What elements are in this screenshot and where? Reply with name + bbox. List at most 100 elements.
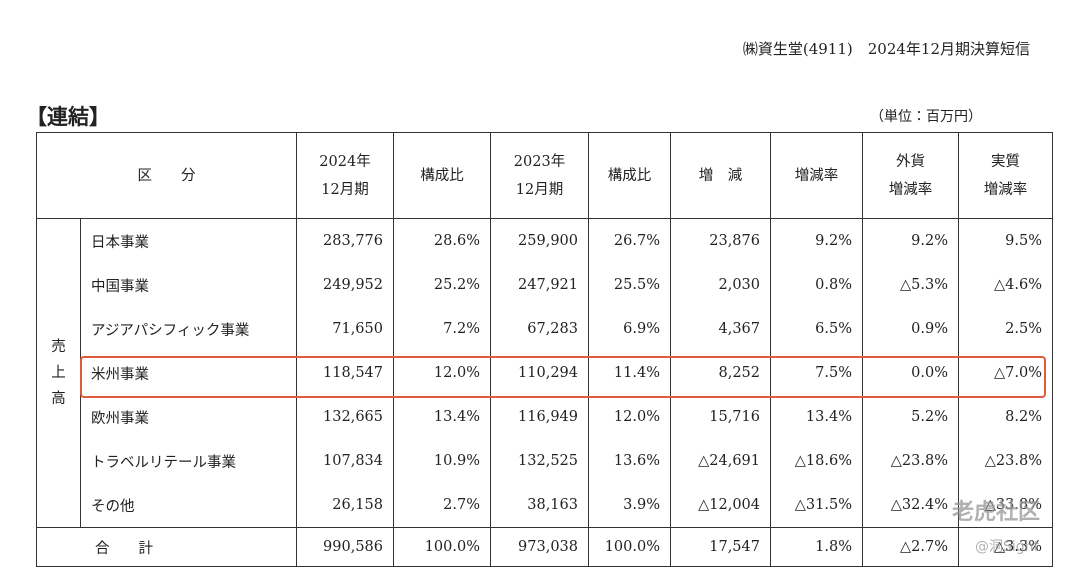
header-text: 構成比 [420,167,464,184]
watermark: @洞Sight [975,539,1040,555]
cell: 0.9% [862,307,959,351]
cell: △7.0% [958,351,1053,395]
cell: △4.6% [958,263,1053,307]
cell: △32.4% [862,483,959,528]
cell: 2.7% [393,483,491,528]
header-cell: 2024年 12月期 [296,132,394,219]
cell: 2.5% [958,307,1053,351]
cell: △33.8% [958,483,1053,528]
cell: 13.6% [588,439,671,483]
header-text: 増減率 [888,181,933,198]
cell: 8.2% [958,395,1053,439]
cell: 100.0% [393,527,491,567]
row-label: 欧州事業 [80,395,297,439]
cell: 13.4% [770,395,863,439]
cell: 10.9% [393,439,491,483]
cell: 71,650 [296,307,394,351]
cell: △5.3% [862,263,959,307]
data-row: 中国事業 249,952 25.2% 247,921 25.5% 2,030 0.8% △5.… [37,263,1053,307]
cell: 28.6% [393,218,491,263]
cell: 26,158 [296,483,394,528]
cell: △12,004 [670,483,771,528]
group-char: 上 [51,365,66,381]
header-cell: 区 分 [36,132,297,219]
cell: 3.9% [588,483,671,528]
cell: 23,876 [670,218,771,263]
header-cell: 増減率 [770,132,863,219]
data-row: 欧州事業 132,665 13.4% 116,949 12.0% 15,716 13.4% 5… [37,395,1053,439]
cell: 100.0% [588,527,671,567]
cell: 0.8% [770,263,863,307]
cell: △31.5% [770,483,863,528]
row-label: 中国事業 [80,263,297,307]
data-row: その他 26,158 2.7% 38,163 3.9% △12,004 △31.5% △32.… [37,483,1053,528]
cell: 8,252 [670,351,771,395]
cell: △23.8% [862,439,959,483]
highlight-box [80,356,1046,398]
data-row: 米州事業 118,547 12.0% 110,294 11.4% 8,252 7.5% 0.0… [37,351,1053,395]
cell: 1.8% [770,527,863,567]
total-label: 合 計 [36,527,297,567]
cell: 5.2% [862,395,959,439]
cell: 25.2% [393,263,491,307]
company-header: ㈱資生堂(4911) 2024年12月期決算短信 [742,40,1030,58]
row-label: トラベルリテール事業 [80,439,297,483]
watermark: 老虎社区 [952,500,1041,525]
cell: 9.2% [862,218,959,263]
header-text: 2024年 [319,153,371,170]
group-char: 売 [51,339,66,355]
group-char: 高 [51,391,66,407]
cell: 973,038 [490,527,589,567]
cell: 110,294 [490,351,589,395]
header-text: 実質 [991,153,1020,170]
header-text: 外貨 [896,153,925,170]
total-row: 合 計 990,586 100.0% 973,038 100.0% 17,547 1.8% △… [36,527,1053,567]
cell: 2,030 [670,263,771,307]
cell: 26.7% [588,218,671,263]
header-text: 区 分 [137,167,196,184]
cell: △3.3% [958,527,1053,567]
cell: 38,163 [490,483,589,528]
cell: 990,586 [296,527,394,567]
cell: 17,547 [670,527,771,567]
header-cell: 実質 増減率 [958,132,1053,219]
cell: △2.7% [862,527,959,567]
data-row: トラベルリテール事業 107,834 10.9% 132,525 13.6% △24,69… [37,439,1053,483]
cell: △18.6% [770,439,863,483]
cell: 7.5% [770,351,863,395]
row-label: アジアパシフィック事業 [80,307,297,351]
header-text: 2023年 [513,153,566,170]
row-label: 米州事業 [80,351,297,395]
cell: 118,547 [296,351,394,395]
cell: 13.4% [393,395,491,439]
data-row: 売上高日本事業 283,776 28.6% 259,900 26.7% 23,876 9.2… [36,218,1053,528]
row-label: 日本事業 [80,218,297,263]
table-body: 売上高日本事業 283,776 28.6% 259,900 26.7% 23,876 9.2… [36,218,1053,567]
header-cell: 増 減 [670,132,771,219]
cell: 12.0% [393,351,491,395]
cell: 283,776 [296,218,394,263]
data-row: アジアパシフィック事業 71,650 7.2% 67,283 6.9% 4,367 6.5%… [37,307,1053,351]
header-text: 12月期 [321,181,369,198]
cell: 6.5% [770,307,863,351]
cell: 9.2% [770,218,863,263]
cell: 12.0% [588,395,671,439]
header-text: 増減率 [794,167,839,184]
header-text: 増 減 [698,167,743,184]
cell: 249,952 [296,263,394,307]
group-label: 売上高 [36,218,81,528]
cell: 259,900 [490,218,589,263]
header-cell: 構成比 [393,132,491,219]
header-text: 12月期 [515,181,564,198]
cell: 6.9% [588,307,671,351]
header-cell: 構成比 [588,132,671,219]
header-cell: 外貨 増減率 [862,132,959,219]
cell: △24,691 [670,439,771,483]
cell: 7.2% [393,307,491,351]
cell: 25.5% [588,263,671,307]
row-label: その他 [80,483,297,528]
cell: 4,367 [670,307,771,351]
cell: 67,283 [490,307,589,351]
cell: 9.5% [958,218,1053,263]
cell: 107,834 [296,439,394,483]
